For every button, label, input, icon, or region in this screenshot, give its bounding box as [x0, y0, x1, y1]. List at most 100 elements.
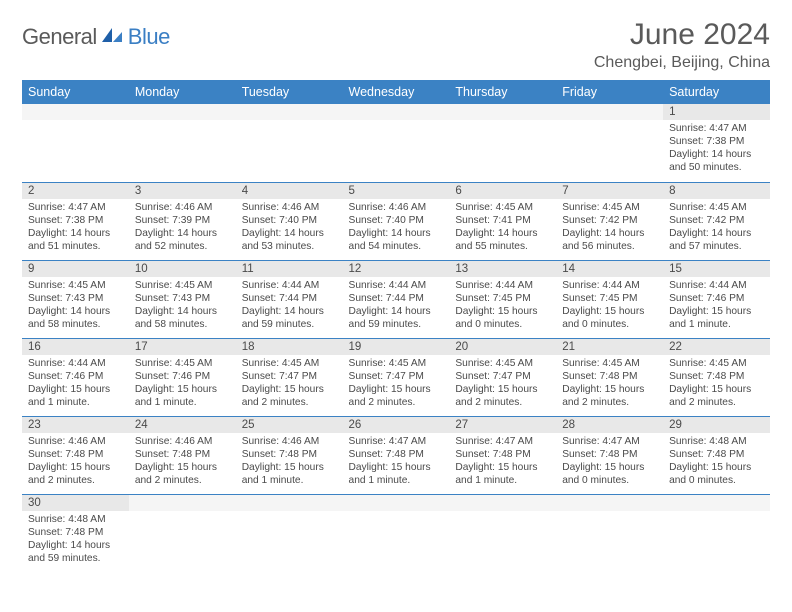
daylight-text: Daylight: 15 hours and 0 minutes.	[455, 305, 550, 331]
sunrise-text: Sunrise: 4:46 AM	[135, 435, 230, 448]
day-number	[129, 495, 236, 511]
calendar-row: 30Sunrise: 4:48 AMSunset: 7:48 PMDayligh…	[22, 494, 770, 572]
calendar-cell	[22, 104, 129, 182]
sunset-text: Sunset: 7:47 PM	[349, 370, 444, 383]
day-number: 10	[129, 261, 236, 277]
daylight-text: Daylight: 14 hours and 54 minutes.	[349, 227, 444, 253]
sunset-text: Sunset: 7:44 PM	[242, 292, 337, 305]
day-number: 22	[663, 339, 770, 355]
day-number: 28	[556, 417, 663, 433]
day-number	[343, 104, 450, 120]
day-number: 18	[236, 339, 343, 355]
sunset-text: Sunset: 7:48 PM	[242, 448, 337, 461]
sunrise-text: Sunrise: 4:46 AM	[349, 201, 444, 214]
title-block: June 2024 Chengbei, Beijing, China	[594, 18, 770, 72]
logo: General Blue	[22, 24, 170, 50]
day-details: Sunrise: 4:47 AMSunset: 7:48 PMDaylight:…	[449, 433, 556, 490]
day-details: Sunrise: 4:45 AMSunset: 7:46 PMDaylight:…	[129, 355, 236, 412]
daylight-text: Daylight: 15 hours and 1 minute.	[669, 305, 764, 331]
day-details: Sunrise: 4:45 AMSunset: 7:48 PMDaylight:…	[556, 355, 663, 412]
calendar-cell: 10Sunrise: 4:45 AMSunset: 7:43 PMDayligh…	[129, 260, 236, 338]
calendar-cell: 1Sunrise: 4:47 AMSunset: 7:38 PMDaylight…	[663, 104, 770, 182]
sunset-text: Sunset: 7:48 PM	[135, 448, 230, 461]
sunset-text: Sunset: 7:40 PM	[349, 214, 444, 227]
sunrise-text: Sunrise: 4:48 AM	[28, 513, 123, 526]
calendar-cell: 30Sunrise: 4:48 AMSunset: 7:48 PMDayligh…	[22, 494, 129, 572]
day-number: 29	[663, 417, 770, 433]
sail-icon	[102, 26, 124, 49]
calendar-cell: 11Sunrise: 4:44 AMSunset: 7:44 PMDayligh…	[236, 260, 343, 338]
day-number	[556, 495, 663, 511]
sunrise-text: Sunrise: 4:48 AM	[669, 435, 764, 448]
sunset-text: Sunset: 7:44 PM	[349, 292, 444, 305]
calendar-cell: 23Sunrise: 4:46 AMSunset: 7:48 PMDayligh…	[22, 416, 129, 494]
calendar-cell: 24Sunrise: 4:46 AMSunset: 7:48 PMDayligh…	[129, 416, 236, 494]
sunset-text: Sunset: 7:45 PM	[562, 292, 657, 305]
sunrise-text: Sunrise: 4:44 AM	[669, 279, 764, 292]
calendar-row: 9Sunrise: 4:45 AMSunset: 7:43 PMDaylight…	[22, 260, 770, 338]
sunrise-text: Sunrise: 4:47 AM	[455, 435, 550, 448]
calendar-cell: 6Sunrise: 4:45 AMSunset: 7:41 PMDaylight…	[449, 182, 556, 260]
day-number	[556, 104, 663, 120]
day-details: Sunrise: 4:44 AMSunset: 7:46 PMDaylight:…	[22, 355, 129, 412]
day-details: Sunrise: 4:45 AMSunset: 7:47 PMDaylight:…	[236, 355, 343, 412]
sunset-text: Sunset: 7:48 PM	[562, 370, 657, 383]
calendar-cell	[236, 494, 343, 572]
calendar-cell: 25Sunrise: 4:46 AMSunset: 7:48 PMDayligh…	[236, 416, 343, 494]
day-number: 6	[449, 183, 556, 199]
calendar-row: 16Sunrise: 4:44 AMSunset: 7:46 PMDayligh…	[22, 338, 770, 416]
day-details: Sunrise: 4:47 AMSunset: 7:38 PMDaylight:…	[663, 120, 770, 177]
day-number: 17	[129, 339, 236, 355]
calendar-row: 2Sunrise: 4:47 AMSunset: 7:38 PMDaylight…	[22, 182, 770, 260]
daylight-text: Daylight: 14 hours and 59 minutes.	[242, 305, 337, 331]
sunrise-text: Sunrise: 4:46 AM	[28, 435, 123, 448]
sunrise-text: Sunrise: 4:45 AM	[242, 357, 337, 370]
calendar-cell: 29Sunrise: 4:48 AMSunset: 7:48 PMDayligh…	[663, 416, 770, 494]
sunset-text: Sunset: 7:42 PM	[562, 214, 657, 227]
sunrise-text: Sunrise: 4:47 AM	[28, 201, 123, 214]
calendar-cell: 19Sunrise: 4:45 AMSunset: 7:47 PMDayligh…	[343, 338, 450, 416]
daylight-text: Daylight: 14 hours and 53 minutes.	[242, 227, 337, 253]
sunset-text: Sunset: 7:43 PM	[28, 292, 123, 305]
calendar-cell: 2Sunrise: 4:47 AMSunset: 7:38 PMDaylight…	[22, 182, 129, 260]
sunrise-text: Sunrise: 4:44 AM	[455, 279, 550, 292]
daylight-text: Daylight: 14 hours and 58 minutes.	[28, 305, 123, 331]
sunset-text: Sunset: 7:40 PM	[242, 214, 337, 227]
day-details: Sunrise: 4:46 AMSunset: 7:40 PMDaylight:…	[236, 199, 343, 256]
day-details: Sunrise: 4:45 AMSunset: 7:47 PMDaylight:…	[449, 355, 556, 412]
daylight-text: Daylight: 15 hours and 0 minutes.	[562, 461, 657, 487]
sunset-text: Sunset: 7:48 PM	[669, 370, 764, 383]
sunset-text: Sunset: 7:46 PM	[28, 370, 123, 383]
sunset-text: Sunset: 7:48 PM	[455, 448, 550, 461]
sunset-text: Sunset: 7:48 PM	[28, 448, 123, 461]
sunrise-text: Sunrise: 4:47 AM	[349, 435, 444, 448]
weekday-header-row: Sunday Monday Tuesday Wednesday Thursday…	[22, 80, 770, 104]
sunrise-text: Sunrise: 4:47 AM	[669, 122, 764, 135]
day-number: 27	[449, 417, 556, 433]
day-details: Sunrise: 4:45 AMSunset: 7:43 PMDaylight:…	[22, 277, 129, 334]
day-number: 25	[236, 417, 343, 433]
sunset-text: Sunset: 7:43 PM	[135, 292, 230, 305]
day-number: 4	[236, 183, 343, 199]
sunrise-text: Sunrise: 4:46 AM	[242, 201, 337, 214]
daylight-text: Daylight: 14 hours and 52 minutes.	[135, 227, 230, 253]
sunrise-text: Sunrise: 4:45 AM	[135, 357, 230, 370]
sunset-text: Sunset: 7:48 PM	[669, 448, 764, 461]
sunrise-text: Sunrise: 4:45 AM	[455, 201, 550, 214]
calendar-cell: 5Sunrise: 4:46 AMSunset: 7:40 PMDaylight…	[343, 182, 450, 260]
day-number	[236, 104, 343, 120]
sunset-text: Sunset: 7:42 PM	[669, 214, 764, 227]
calendar-cell: 12Sunrise: 4:44 AMSunset: 7:44 PMDayligh…	[343, 260, 450, 338]
sunrise-text: Sunrise: 4:45 AM	[349, 357, 444, 370]
daylight-text: Daylight: 14 hours and 57 minutes.	[669, 227, 764, 253]
daylight-text: Daylight: 15 hours and 0 minutes.	[562, 305, 657, 331]
day-details: Sunrise: 4:44 AMSunset: 7:44 PMDaylight:…	[343, 277, 450, 334]
sunrise-text: Sunrise: 4:47 AM	[562, 435, 657, 448]
calendar-cell: 17Sunrise: 4:45 AMSunset: 7:46 PMDayligh…	[129, 338, 236, 416]
day-details: Sunrise: 4:45 AMSunset: 7:47 PMDaylight:…	[343, 355, 450, 412]
calendar-row: 1Sunrise: 4:47 AMSunset: 7:38 PMDaylight…	[22, 104, 770, 182]
day-details: Sunrise: 4:46 AMSunset: 7:48 PMDaylight:…	[22, 433, 129, 490]
day-number: 15	[663, 261, 770, 277]
calendar-cell	[343, 494, 450, 572]
calendar-table: Sunday Monday Tuesday Wednesday Thursday…	[22, 80, 770, 572]
